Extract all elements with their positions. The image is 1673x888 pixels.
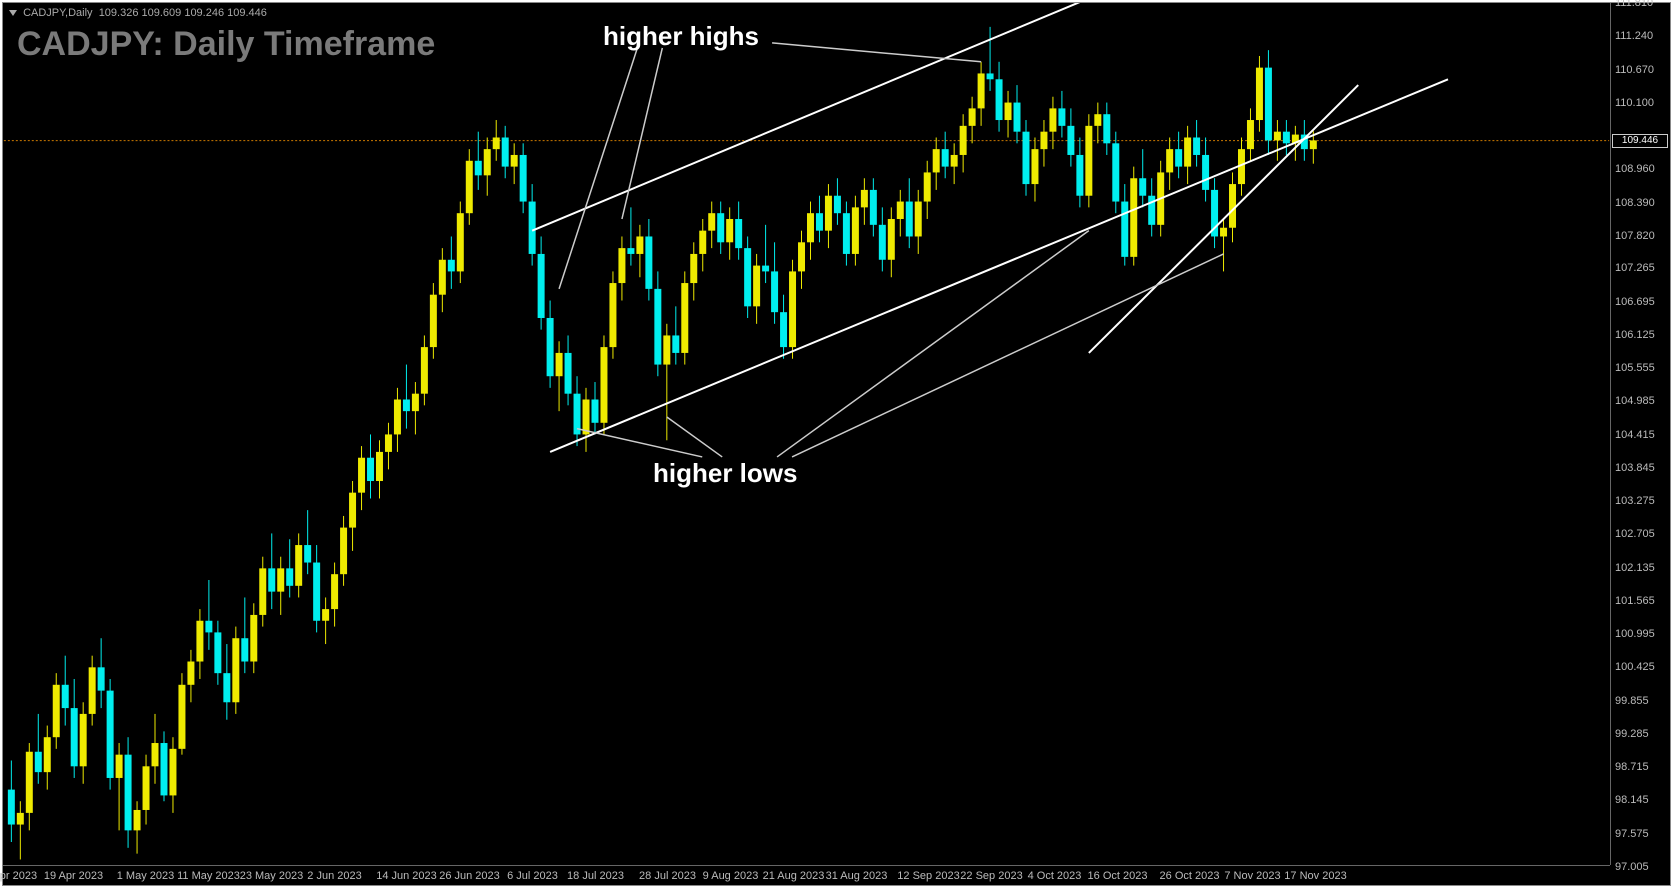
x-axis: 7 Apr 2023 19 Apr 2023 1 May 202311 May 20… [3, 865, 1610, 885]
y-tick-label: 105.555 [1615, 362, 1655, 374]
x-tick-label: 26 Oct 2023 [1160, 870, 1220, 882]
y-tick-label: 101.565 [1615, 595, 1655, 607]
y-tick-label: 111.240 [1615, 30, 1653, 42]
x-tick-label: 6 Jul 2023 [507, 870, 558, 882]
symbol-label: CADJPY,Daily [23, 7, 93, 19]
y-tick-label: 104.985 [1615, 395, 1655, 407]
y-tick-label: 103.845 [1615, 462, 1655, 474]
y-tick-label: 98.715 [1615, 761, 1649, 773]
y-tick-label: 99.855 [1615, 695, 1649, 707]
y-axis: 111.810 111.240 110.670 110.100 108.960 108.3… [1610, 3, 1670, 865]
x-tick-label: 7 Apr 2023 [0, 870, 37, 882]
x-tick-label: 1 May 2023 [117, 870, 174, 882]
x-tick-label: 9 Aug 2023 [703, 870, 759, 882]
x-tick-label: 28 Jul 2023 [639, 870, 696, 882]
y-tick-label: 100.995 [1615, 628, 1655, 640]
x-tick-label: 17 Nov 2023 [1284, 870, 1346, 882]
y-tick-label: 110.100 [1615, 97, 1654, 109]
y-tick-label: 99.285 [1615, 728, 1649, 740]
x-tick-label: 22 Sep 2023 [960, 870, 1022, 882]
y-tick-label: 106.125 [1615, 329, 1655, 341]
chart-svg [3, 3, 1610, 865]
x-tick-label: 2 Jun 2023 [307, 870, 361, 882]
y-tick-label: 100.425 [1615, 661, 1655, 673]
y-tick-label: 110.670 [1615, 64, 1654, 76]
chart-plot-area[interactable]: CADJPY,Daily 109.326 109.609 109.246 109… [3, 3, 1610, 865]
x-tick-label: 12 Sep 2023 [897, 870, 959, 882]
x-tick-label: 14 Jun 2023 [376, 870, 437, 882]
y-tick-label: 104.415 [1615, 429, 1655, 441]
y-tick-label: 108.390 [1615, 197, 1655, 209]
x-tick-label: 18 Jul 2023 [567, 870, 624, 882]
y-tick-label: 108.960 [1615, 163, 1655, 175]
y-tick-label: 102.705 [1615, 528, 1655, 540]
x-tick-label: 19 Apr 2023 [44, 870, 103, 882]
y-tick-label: 107.820 [1615, 230, 1655, 242]
y-tick-label: 103.275 [1615, 495, 1655, 507]
y-tick-label: 97.575 [1615, 828, 1649, 840]
x-tick-label: 7 Nov 2023 [1224, 870, 1280, 882]
y-tick-label: 97.005 [1615, 861, 1649, 873]
chart-container: CADJPY,Daily 109.326 109.609 109.246 109… [2, 2, 1671, 886]
annotation-higher-highs: higher highs [603, 21, 759, 52]
y-tick-label: 107.265 [1615, 262, 1655, 274]
x-tick-label: 26 Jun 2023 [439, 870, 500, 882]
current-price-tag: 109.446 [1612, 134, 1668, 148]
x-tick-label: 4 Oct 2023 [1028, 870, 1082, 882]
x-tick-label: 23 May 2023 [240, 870, 304, 882]
x-tick-label: 21 Aug 2023 [763, 870, 825, 882]
x-tick-label: 31 Aug 2023 [826, 870, 888, 882]
chart-header: CADJPY,Daily 109.326 109.609 109.246 109… [9, 7, 267, 19]
x-tick-label: 11 May 2023 [177, 870, 240, 882]
y-tick-label: 102.135 [1615, 562, 1655, 574]
annotation-higher-lows: higher lows [653, 458, 797, 489]
x-tick-label: 16 Oct 2023 [1088, 870, 1148, 882]
dropdown-icon [9, 10, 17, 16]
chart-title: CADJPY: Daily Timeframe [17, 25, 435, 64]
y-tick-label: 98.145 [1615, 794, 1649, 806]
y-tick-label: 111.810 [1615, 0, 1653, 9]
y-tick-label: 106.695 [1615, 296, 1655, 308]
ohlc-label: 109.326 109.609 109.246 109.446 [99, 7, 267, 19]
